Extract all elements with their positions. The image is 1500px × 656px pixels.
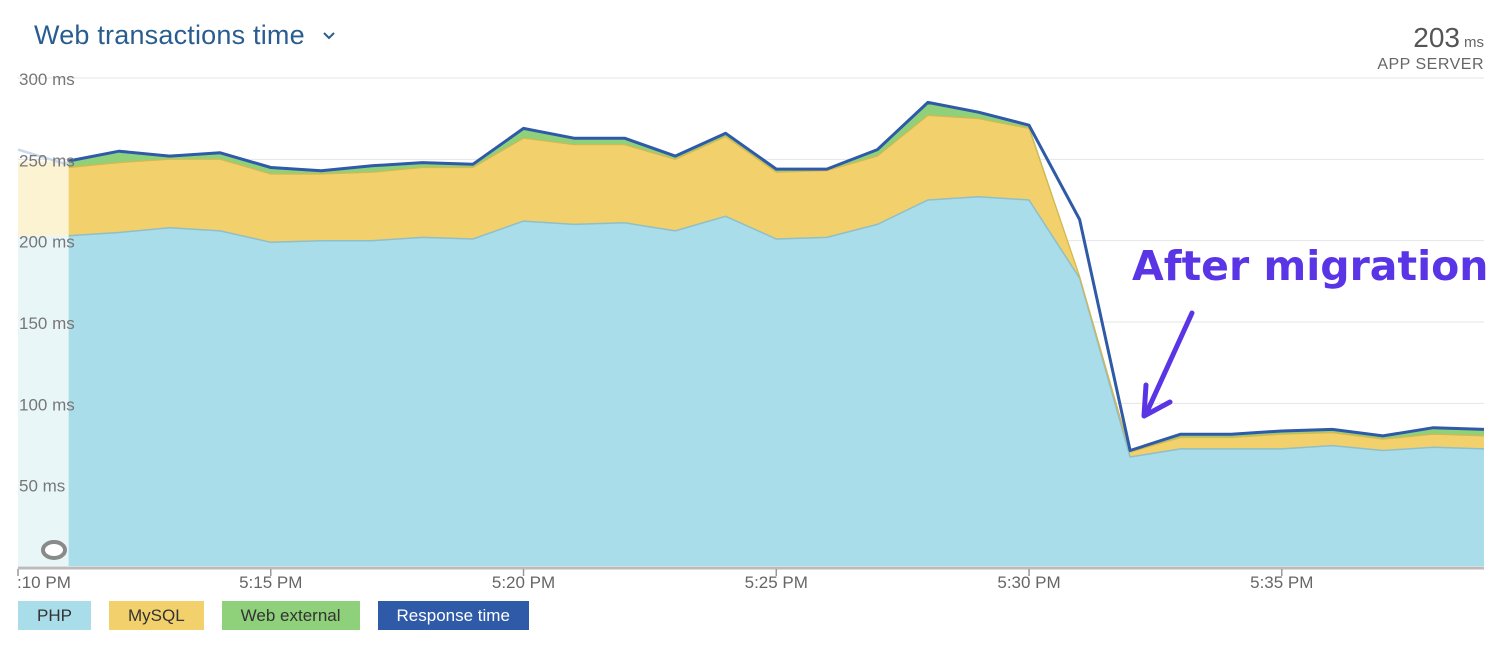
x-tick-label: 5:30 PM — [997, 573, 1060, 592]
legend-item-php[interactable]: PHP — [18, 601, 91, 630]
y-axis-labels: 50 ms 100 ms 150 ms 200 ms 250 ms 300 ms — [19, 70, 75, 496]
area-mysql — [68, 115, 1485, 458]
x-tick-label: 5:20 PM — [492, 573, 555, 592]
summary-readout: 203 ms APP SERVER — [1377, 22, 1484, 74]
x-tick-label: :10 PM — [17, 573, 71, 592]
area-php — [68, 196, 1485, 566]
annotation: After migration — [1132, 242, 1489, 419]
annotation-label: After migration — [1132, 242, 1489, 290]
summary-label: APP SERVER — [1377, 56, 1484, 73]
chart-title: Web transactions time — [34, 20, 305, 50]
x-tick-label: 5:15 PM — [239, 573, 302, 592]
annotation-arrowhead — [1141, 382, 1173, 419]
y-tick-label: 150 ms — [19, 314, 75, 333]
web-transactions-chart: :10 PM 5:15 PM 5:20 PM 5:25 PM 5:30 PM 5:35 P… — [17, 70, 1489, 592]
partial-mysql — [18, 161, 69, 236]
legend-item-web-external[interactable]: Web external — [221, 601, 360, 630]
line-response-time — [68, 100, 1485, 452]
y-tick-label: 300 ms — [19, 70, 75, 89]
x-tick-label: 5:25 PM — [745, 573, 808, 592]
legend-item-mysql[interactable]: MySQL — [108, 601, 204, 630]
summary-unit: ms — [1464, 34, 1484, 51]
line-php — [68, 195, 1485, 458]
series-lines — [68, 100, 1485, 458]
eye-icon[interactable] — [41, 540, 67, 560]
y-tick-label: 250 ms — [19, 151, 75, 170]
chevron-down-icon — [323, 31, 335, 39]
annotation-arrow — [1143, 310, 1195, 417]
x-axis: :10 PM 5:15 PM 5:20 PM 5:25 PM 5:30 PM 5:35 P… — [17, 540, 1484, 592]
stacked-areas — [17, 102, 1485, 566]
chart-title-dropdown[interactable]: Web transactions time — [34, 20, 337, 51]
x-tick-label: 5:35 PM — [1250, 573, 1313, 592]
line-mysql — [68, 114, 1485, 453]
y-tick-label: 50 ms — [19, 477, 65, 496]
y-tick-label: 100 ms — [19, 395, 75, 414]
partial-php — [18, 235, 69, 566]
legend-item-response-time[interactable]: Response time — [377, 601, 529, 630]
summary-value: 203 — [1413, 22, 1460, 53]
y-tick-label: 200 ms — [19, 233, 75, 252]
partial-response-line — [17, 148, 70, 166]
legend: PHP MySQL Web external Response time — [18, 601, 529, 630]
